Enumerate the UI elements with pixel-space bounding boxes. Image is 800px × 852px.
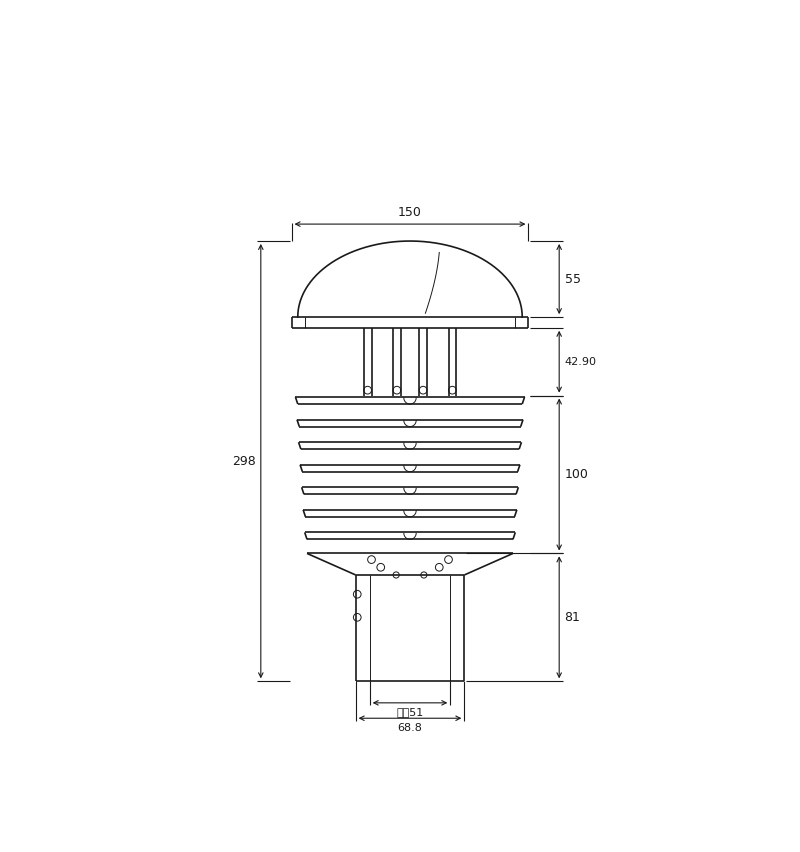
- Text: 100: 100: [565, 468, 589, 481]
- Text: 150: 150: [398, 206, 422, 220]
- Text: 298: 298: [232, 455, 255, 468]
- Text: 42.90: 42.90: [565, 357, 597, 366]
- Text: 81: 81: [565, 611, 581, 624]
- Text: 内彄51: 内彄51: [396, 707, 424, 717]
- Text: 55: 55: [565, 273, 581, 285]
- Text: 68.8: 68.8: [398, 722, 422, 733]
